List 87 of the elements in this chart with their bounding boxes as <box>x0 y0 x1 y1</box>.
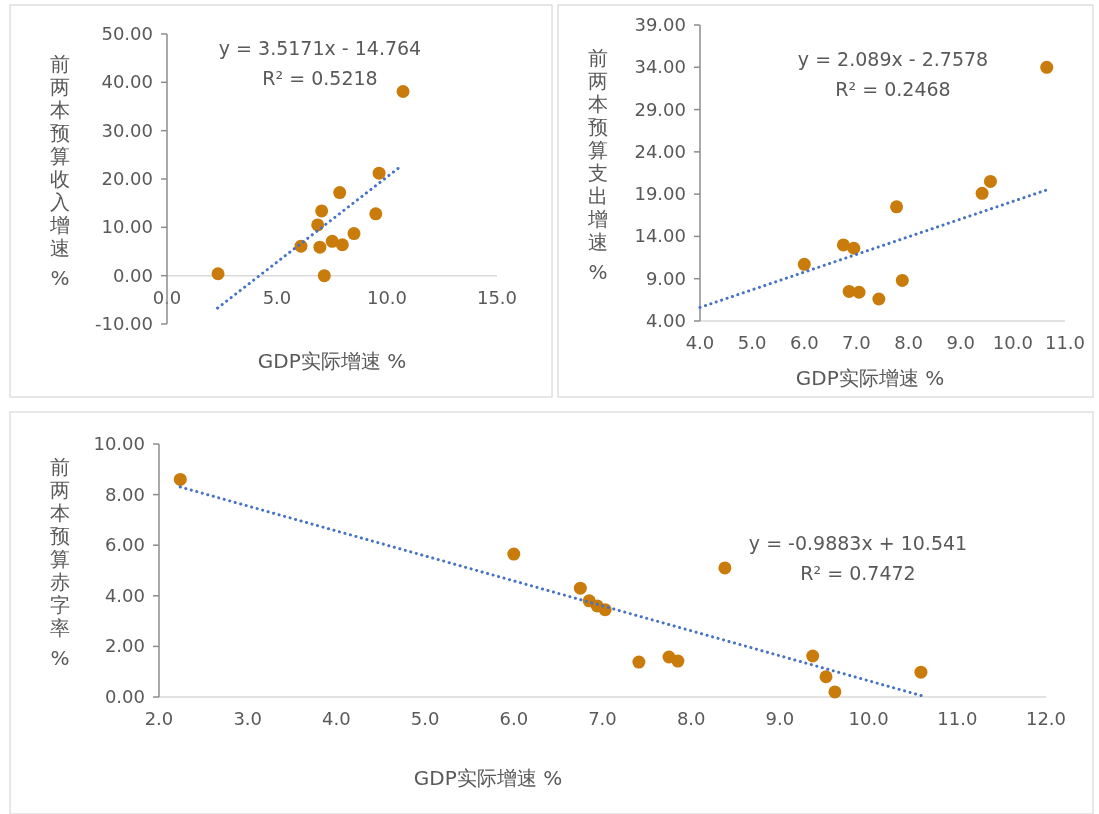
annotation: R² = 0.5218 <box>262 67 378 89</box>
point <box>507 547 521 561</box>
y-tick-label: 30.00 <box>101 119 153 141</box>
point <box>806 649 820 663</box>
y-tick-label: 2.00 <box>104 635 145 657</box>
y-tick-label: -10.00 <box>94 313 153 334</box>
point <box>975 186 989 200</box>
x-tick-label: 2.0 <box>144 708 174 729</box>
point <box>369 207 383 221</box>
x-tick-label: 3.0 <box>233 708 263 729</box>
x-tick-label: 5.0 <box>737 332 767 353</box>
point <box>872 292 886 306</box>
y-tick-label: 24.00 <box>634 140 686 162</box>
annotation: y = 2.089x - 2.7578 <box>797 48 989 70</box>
x-tick-label: 10.0 <box>992 332 1033 353</box>
point <box>914 665 928 679</box>
y-tick-label: 10.00 <box>93 433 145 454</box>
y-tick-label: 20.00 <box>101 168 153 189</box>
point <box>313 240 327 254</box>
y-tick-label: 40.00 <box>101 71 153 93</box>
point <box>396 85 410 99</box>
y-tick-label: 29.00 <box>634 98 686 120</box>
point <box>372 166 386 180</box>
point <box>797 257 811 271</box>
x-tick-label: 4.0 <box>322 708 351 729</box>
x-tick-label: 7.0 <box>588 708 617 729</box>
point <box>573 581 587 595</box>
point <box>828 685 842 699</box>
x-tick-label: 5.0 <box>262 286 292 308</box>
point <box>819 670 833 684</box>
x-tick-label: 8.0 <box>894 332 923 353</box>
y-tick-label: 8.00 <box>104 483 145 505</box>
x-axis-title: GDP实际增速 % <box>413 766 563 790</box>
y-tick-label: 0.00 <box>104 686 145 707</box>
x-tick-label: 0.0 <box>152 286 182 308</box>
y-tick-label: 4.00 <box>104 584 145 606</box>
x-tick-label: 11.0 <box>937 708 978 729</box>
annotation: R² = 0.2468 <box>835 78 951 100</box>
x-tick-label: 9.0 <box>946 332 976 353</box>
text: 前两本预算收入增速 % <box>50 52 70 290</box>
text: 前两本预算支出增速 % <box>588 46 608 284</box>
y-tick-label: 0.00 <box>112 264 153 286</box>
point <box>847 241 861 255</box>
y-tick-label: 39.00 <box>634 14 686 35</box>
y-tick-label: 4.00 <box>645 310 686 331</box>
point <box>333 186 347 200</box>
text: 前两本预算赤字率 % <box>50 455 70 670</box>
x-tick-label: 7.0 <box>842 332 871 353</box>
point <box>632 655 646 669</box>
x-tick-label: 15.0 <box>476 286 518 308</box>
x-axis-title: GDP实际增速 % <box>795 366 945 390</box>
point <box>836 238 850 252</box>
point <box>1040 60 1054 74</box>
point <box>671 654 685 668</box>
x-tick-label: 6.0 <box>499 708 529 729</box>
y-tick-label: 9.00 <box>645 267 686 289</box>
point <box>347 227 361 241</box>
x-tick-label: 10.0 <box>848 708 889 729</box>
x-axis-title: GDP实际增速 % <box>257 349 407 373</box>
y-tick-label: 19.00 <box>634 183 686 205</box>
point <box>890 200 904 214</box>
y-tick-label: 6.00 <box>104 534 145 556</box>
annotation: y = 3.5171x - 14.764 <box>218 37 422 59</box>
x-tick-label: 11.0 <box>1044 332 1086 353</box>
point <box>718 561 732 575</box>
y-tick-label: 10.00 <box>101 216 153 238</box>
x-tick-label: 6.0 <box>789 332 819 353</box>
y-tick-label: 14.00 <box>634 225 686 247</box>
point <box>173 472 187 486</box>
point <box>335 238 349 252</box>
x-tick-label: 10.0 <box>366 286 408 308</box>
x-tick-label: 9.0 <box>765 708 795 729</box>
y-tick-label: 50.00 <box>101 23 153 44</box>
x-tick-label: 4.0 <box>685 332 715 353</box>
x-tick-label: 8.0 <box>676 708 706 729</box>
point <box>311 218 325 232</box>
point <box>317 269 331 283</box>
y-tick-label: 34.00 <box>634 56 686 78</box>
point <box>895 273 909 287</box>
point <box>983 174 997 188</box>
point <box>315 204 329 218</box>
annotation: R² = 0.7472 <box>800 562 916 584</box>
annotation: y = -0.9883x + 10.541 <box>748 532 968 554</box>
point <box>852 285 866 299</box>
x-tick-label: 5.0 <box>410 708 440 729</box>
x-tick-label: 12.0 <box>1025 708 1067 729</box>
point <box>211 267 225 281</box>
